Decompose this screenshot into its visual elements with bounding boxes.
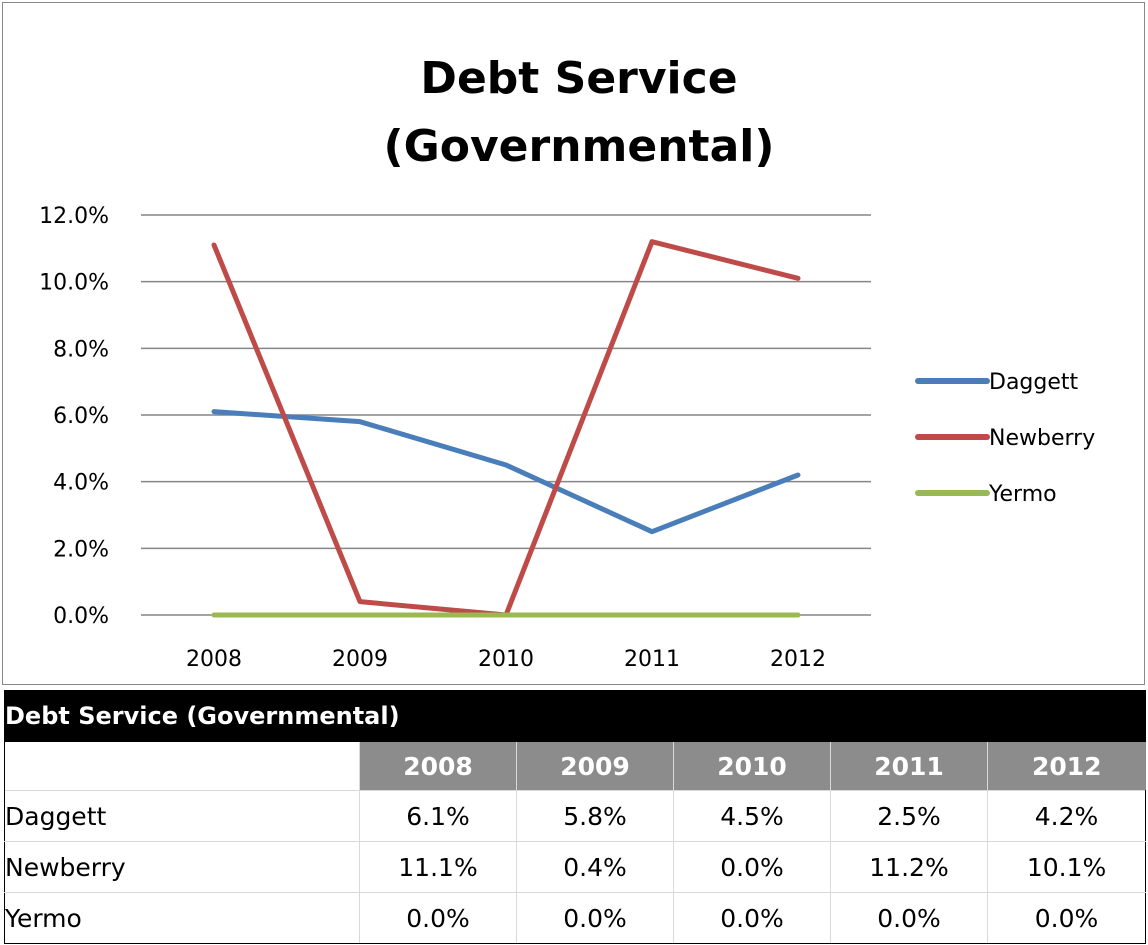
table-cell: 0.0% [830,892,988,944]
table-header-row: 2008 2009 2010 2011 2012 [4,741,1146,791]
x-axis-ticks: 2008 2009 2010 2011 2012 [186,647,826,672]
legend-label: Yermo [988,482,1057,507]
legend-label: Newberry [989,426,1095,451]
y-tick-label: 10.0% [39,271,109,296]
table-cell: 5.8% [516,790,674,842]
table-row: Daggett 6.1% 5.8% 4.5% 2.5% 4.2% [4,790,1147,842]
table-cell: 11.2% [830,841,988,893]
table-header-year: 2009 [516,741,674,791]
table-cell: 0.0% [673,892,831,944]
table-row: Newberry 11.1% 0.4% 0.0% 11.2% 10.1% [4,841,1147,893]
row-label: Yermo [4,892,360,944]
y-tick-label: 4.0% [53,471,109,496]
series-line-newberry [211,239,801,618]
table-cell: 0.0% [516,892,674,944]
chart-area: Debt Service (Governmental) 0.0% 2.0% 4.0%… [2,2,1145,685]
table-cell: 6.1% [359,790,517,842]
x-tick-label: 2009 [332,647,388,672]
table-cell: 0.0% [673,841,831,893]
table-cell: 10.1% [986,841,1147,893]
chart-title-line-1: Debt Service [420,53,737,104]
row-label: Daggett [4,790,360,842]
table-header-blank [4,741,360,791]
series-lines [211,239,801,618]
x-tick-label: 2008 [186,647,242,672]
data-table: Debt Service (Governmental) 2008 2009 20… [3,690,1147,944]
table-cell: 0.0% [986,892,1147,944]
table-title-row: Debt Service (Governmental) [3,690,1147,742]
table-cell: 11.1% [359,841,517,893]
row-label: Newberry [4,841,360,893]
legend-label: Daggett [989,370,1079,395]
y-axis-ticks: 0.0% 2.0% 4.0% 6.0% 8.0% 10.0% 12.0% [39,204,109,629]
y-tick-label: 2.0% [53,537,109,562]
table-header-year: 2011 [830,741,988,791]
legend: Daggett Newberry Yermo [915,370,1095,507]
y-tick-label: 12.0% [39,204,109,229]
table-cell: 4.2% [986,790,1147,842]
x-tick-label: 2010 [478,647,534,672]
table-title: Debt Service (Governmental) [3,690,1147,742]
series-line-daggett [211,409,801,535]
table-cell: 2.5% [830,790,988,842]
chart-title-line-2: (Governmental) [384,121,775,172]
line-chart: Debt Service (Governmental) 0.0% 2.0% 4.0%… [39,53,1095,672]
table-cell: 0.0% [359,892,517,944]
y-tick-label: 8.0% [53,337,109,362]
table-cell: 4.5% [673,790,831,842]
table-header-year: 2012 [986,741,1146,791]
y-tick-label: 6.0% [53,404,109,429]
table-header-year: 2010 [673,741,831,791]
y-tick-label: 0.0% [53,604,109,629]
table-row: Yermo 0.0% 0.0% 0.0% 0.0% 0.0% [4,892,1147,944]
x-tick-label: 2011 [624,647,680,672]
table-cell: 0.4% [516,841,674,893]
table-header-year: 2008 [359,741,517,791]
x-tick-label: 2012 [770,647,826,672]
